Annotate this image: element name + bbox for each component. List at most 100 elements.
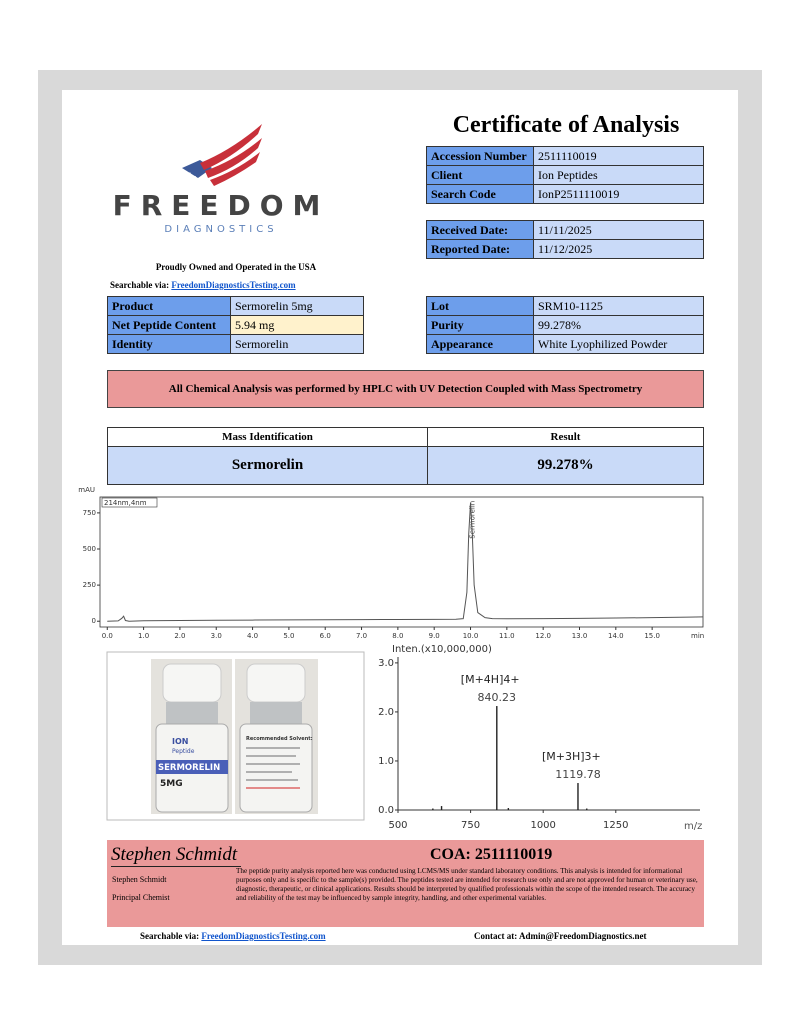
table-label: Identity (107, 334, 231, 354)
search-label: Searchable via: (110, 280, 170, 290)
y-tick-label: 500 (83, 545, 96, 553)
x-tick-label: 1250 (603, 820, 628, 831)
footer-contact: Contact at: Admin@FreedomDiagnostics.net (474, 931, 647, 941)
table-value: 5.94 mg (230, 315, 364, 335)
logo-stripe (205, 138, 262, 178)
x-tick-label: 6.0 (320, 632, 331, 640)
table-label: Appearance (426, 334, 534, 354)
signature: Stephen Schmidt (111, 844, 241, 867)
logo-star (184, 172, 196, 183)
vial-dose: 5MG (160, 779, 183, 789)
result-header: Mass Identification (107, 427, 428, 447)
y-axis-label: Inten.(x10,000,000) (392, 644, 492, 655)
y-tick-label: 3.0 (378, 658, 394, 669)
y-tick-label: 750 (83, 509, 96, 517)
chemist-role: Principal Chemist (112, 893, 170, 902)
vial-cap (246, 663, 306, 703)
table-value: 11/11/2025 (533, 220, 704, 240)
result-value: 99.278% (427, 446, 704, 485)
x-axis-label: min (691, 632, 704, 640)
peak-label: Sermorelin (469, 501, 477, 539)
vial-crimp (166, 702, 218, 724)
x-tick-label: 1000 (530, 820, 555, 831)
x-tick-label: 11.0 (499, 632, 515, 640)
x-tick-label: 12.0 (535, 632, 551, 640)
x-tick-label: 1.0 (138, 632, 149, 640)
table-value: 99.278% (533, 315, 704, 335)
x-tick-label: 5.0 (283, 632, 294, 640)
table-label: Received Date: (426, 220, 534, 240)
table-label: Client (426, 165, 534, 185)
table-label: Search Code (426, 184, 534, 204)
table-value: White Lyophilized Powder (533, 334, 704, 354)
y-tick-label: 0 (92, 617, 96, 625)
x-tick-label: 4.0 (247, 632, 258, 640)
footer-search-link[interactable]: FreedomDiagnosticsTesting.com (201, 931, 326, 941)
x-tick-label: 8.0 (392, 632, 403, 640)
vial-brand: ION (172, 737, 188, 746)
table-label: Purity (426, 315, 534, 335)
disclaimer: The peptide purity analysis reported her… (236, 867, 698, 902)
x-tick-label: 14.0 (608, 632, 624, 640)
vial-band (156, 760, 228, 774)
y-tick-label: 0.0 (378, 805, 394, 816)
logo-mark (182, 124, 262, 186)
table-value: 2511110019 (533, 146, 704, 166)
title: Certificate of Analysis (452, 112, 680, 138)
result-header: Result (427, 427, 704, 447)
signature-block: Stephen Schmidt COA: 2511110019 Stephen … (107, 840, 704, 927)
result-value: Sermorelin (107, 446, 428, 485)
method-banner: All Chemical Analysis was performed by H… (107, 370, 704, 408)
product-photo-frame: ION Peptide SERMORELIN 5MG Recommended S… (106, 651, 365, 821)
table-value: SRM10-1125 (533, 296, 704, 316)
tagline: Proudly Owned and Operated in the USA (155, 262, 317, 272)
result-table: Mass Identification Result Sermorelin 99… (107, 427, 704, 485)
table-label: Net Peptide Content (107, 315, 231, 335)
vial-body (239, 723, 313, 813)
peak-mz-label: 1119.78 (555, 768, 601, 781)
table-label: Product (107, 296, 231, 316)
y-tick-label: 250 (83, 581, 96, 589)
table-label: Accession Number (426, 146, 534, 166)
x-tick-label: 3.0 (211, 632, 222, 640)
table-value: Ion Peptides (533, 165, 704, 185)
table-value: IonP2511110019 (533, 184, 704, 204)
peak-annotation: [M+3H]3+ (542, 750, 601, 763)
x-tick-label: 15.0 (644, 632, 660, 640)
y-tick-label: 2.0 (378, 707, 394, 718)
x-tick-label: 0.0 (102, 632, 113, 640)
vial-back-title: Recommended Solvent: (246, 736, 313, 742)
footer-search-label: Searchable via: (140, 931, 200, 941)
x-tick-label: 7.0 (356, 632, 367, 640)
vial-crimp (250, 702, 302, 724)
chromatogram-line (107, 502, 704, 622)
chemist-name: Stephen Schmidt (112, 875, 167, 884)
vial-back-text (246, 747, 300, 789)
x-tick-label: 500 (388, 820, 407, 831)
table-value: 11/12/2025 (533, 239, 704, 259)
footer-search: Searchable via: FreedomDiagnosticsTestin… (140, 931, 326, 941)
search-link[interactable]: FreedomDiagnosticsTesting.com (171, 280, 296, 290)
peak-mz-label: 840.23 (478, 691, 517, 704)
logo-sub: DIAGNOSTICS (164, 224, 277, 235)
detector-box (101, 497, 158, 508)
vial-name: SERMORELIN (158, 763, 220, 773)
peak-annotation: [M+4H]4+ (461, 673, 520, 686)
vial-brand-sub: Peptide (172, 748, 195, 755)
logo-name: FREEDOM (113, 189, 330, 222)
table-label: Lot (426, 296, 534, 316)
table-value: Sermorelin 5mg (230, 296, 364, 316)
coa-number: COA: 2511110019 (430, 846, 553, 863)
x-axis-label: m/z (684, 821, 702, 832)
search-line: Searchable via: FreedomDiagnosticsTestin… (110, 280, 296, 290)
logo-stripe (200, 124, 262, 170)
x-tick-label: 750 (461, 820, 480, 831)
detector-label: 214nm,4nm (104, 499, 147, 507)
y-tick-label: 1.0 (378, 756, 394, 767)
plot-frame (99, 496, 704, 628)
vial-cap (162, 663, 222, 703)
logo-stripe (210, 152, 260, 186)
y-axis-label: mAU (78, 486, 95, 494)
